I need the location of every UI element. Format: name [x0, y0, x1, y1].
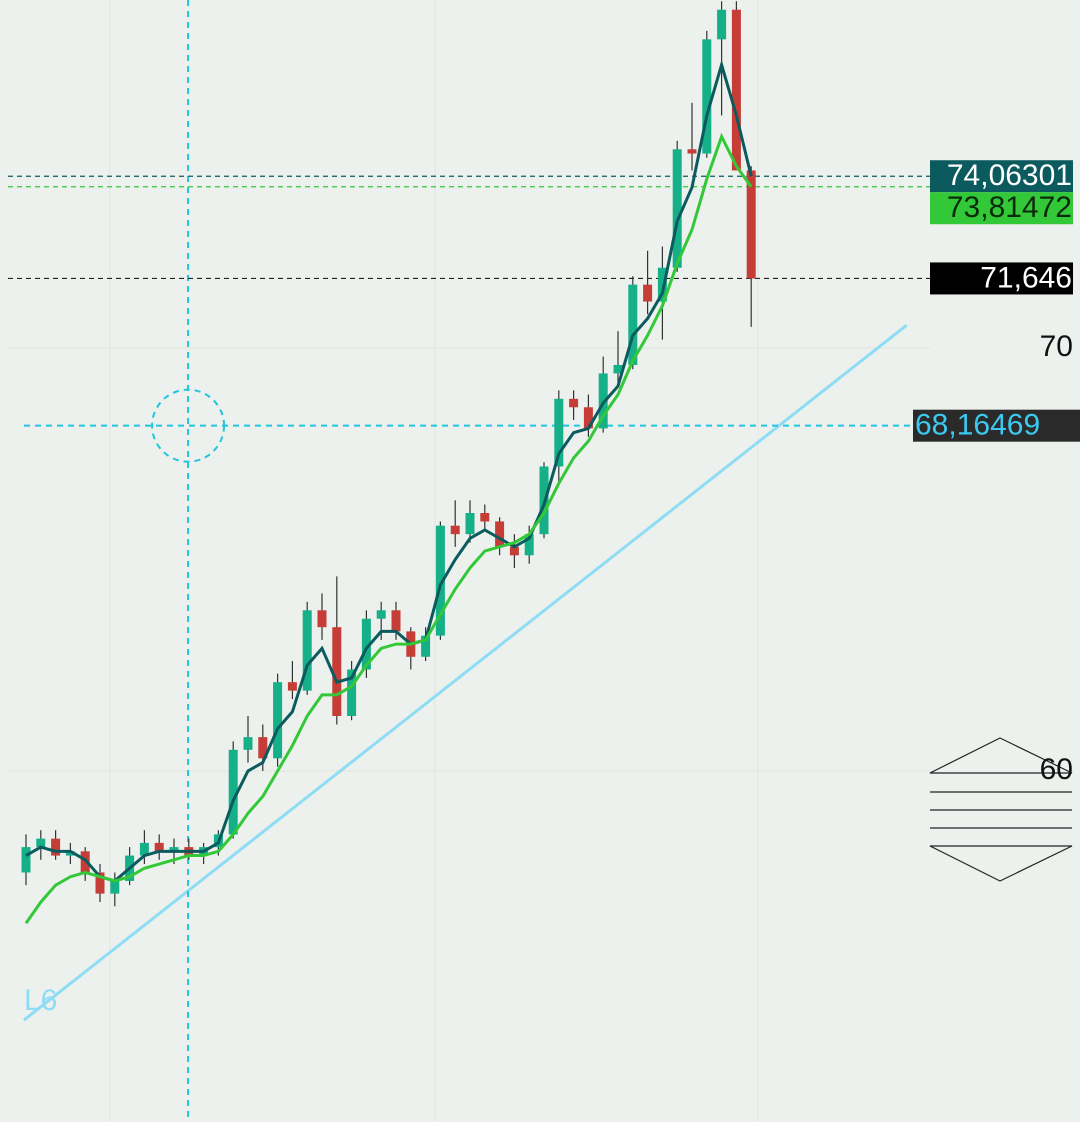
y-tick-label: 70 — [1040, 330, 1073, 363]
candle-body — [421, 635, 431, 657]
candle-body — [687, 149, 697, 154]
candle-body — [524, 534, 534, 556]
crosshair-label: 68,16469 — [915, 409, 1040, 442]
candle-body — [258, 737, 268, 759]
candle-body — [702, 39, 712, 154]
candle-body — [332, 627, 342, 716]
drawing-tool-icon[interactable] — [929, 737, 1073, 882]
candle-body — [731, 9, 741, 171]
candle-body — [554, 398, 564, 467]
candle-body — [657, 267, 667, 302]
candle-body — [435, 525, 445, 636]
icon-triangle-up — [929, 737, 1073, 774]
candle-body — [347, 669, 357, 716]
candle-body — [317, 610, 327, 628]
crosshair-label-bg — [913, 409, 1080, 442]
price-label: 73,81472 — [947, 191, 1072, 224]
candle-body — [465, 512, 475, 535]
trendline-label: L6 — [24, 984, 57, 1017]
candle-body — [480, 512, 490, 522]
y-tick-label: 60 — [1040, 753, 1073, 786]
crosshair-circle — [151, 388, 226, 463]
price-label: 71,646 — [980, 261, 1072, 294]
candle-body — [65, 851, 75, 856]
candle-body — [95, 872, 105, 894]
candle-body — [36, 838, 46, 848]
candle-body — [643, 284, 653, 302]
candle-body — [628, 284, 638, 365]
candle-body — [154, 842, 164, 852]
candle-body — [361, 618, 371, 670]
price-label-bg — [930, 262, 1073, 295]
candle-body — [450, 525, 460, 535]
candle-body — [21, 847, 31, 873]
candle-body — [139, 842, 149, 856]
candle-body — [583, 407, 593, 429]
price-label-bg — [930, 160, 1073, 193]
ma-line — [24, 132, 753, 925]
icon-triangle-down — [929, 845, 1073, 882]
candle-body — [717, 9, 727, 40]
candle-body — [569, 398, 579, 408]
candle-body — [51, 838, 61, 856]
candle-body — [391, 610, 401, 632]
ma-line — [25, 59, 753, 883]
price-label-bg — [930, 192, 1073, 225]
candle-body — [169, 847, 179, 852]
trendline — [23, 324, 908, 1022]
candle-body — [376, 610, 386, 619]
candle-body — [302, 610, 312, 691]
candle-body — [509, 546, 519, 556]
candle-body — [110, 880, 120, 894]
candle-body — [613, 364, 623, 374]
candle-body — [287, 682, 297, 691]
candle-body — [243, 737, 253, 750]
candle-body — [495, 521, 505, 547]
candle-body — [273, 682, 283, 759]
candle-body — [746, 170, 756, 279]
candle-body — [228, 749, 238, 835]
candle-body — [672, 149, 682, 268]
price-label: 74,06301 — [947, 159, 1072, 192]
